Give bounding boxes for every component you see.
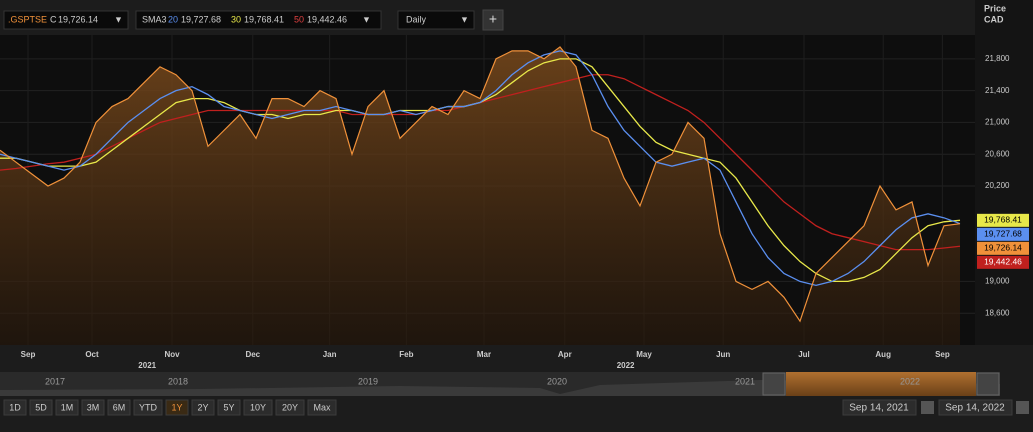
last-value-label: 19,727.68 [984,229,1022,239]
navigator-year: 2019 [358,376,378,386]
range-button[interactable] [29,399,53,416]
close-prefix: C [50,14,57,24]
x-tick-label: Sep [935,350,950,359]
last-value-badge [977,213,1029,227]
range-label: 1D [9,402,21,412]
y-tick-label: 21,000 [985,118,1010,127]
series-line [0,46,961,323]
year-label: 2022 [617,361,635,370]
range-button[interactable] [165,399,189,416]
navigator-year: 2020 [547,376,567,386]
add-icon: + [489,11,497,27]
last-value-label: 19,768.41 [984,215,1022,225]
range-button[interactable] [191,399,215,416]
range-button[interactable] [217,399,241,416]
sma-period: 50 [294,14,304,24]
y-tick-label: 21,800 [985,54,1010,63]
range-label: 1Y [171,402,182,412]
range-button[interactable] [3,399,27,416]
interval-box[interactable] [397,10,475,30]
range-label: 6M [113,402,126,412]
x-tick-label: Dec [245,350,260,359]
symbol-box[interactable] [3,10,129,30]
dropdown[interactable]: ▼ [362,14,371,24]
sma-value: 19,727.68 [181,14,221,24]
interval: Daily [406,14,427,24]
x-tick-label: Jun [716,350,730,359]
dropdown[interactable]: ▼ [114,14,123,24]
range-label: 3M [87,402,100,412]
x-tick-label: Aug [875,350,891,359]
date-from: Sep 14, 2021 [849,403,909,414]
close-value: 19,726.14 [58,14,98,24]
x-tick-label: Oct [85,350,99,359]
range-label: 10Y [250,402,266,412]
price-axis [975,0,1033,345]
x-tick-label: Jul [798,350,810,359]
axis-title: Price [984,3,1006,13]
navigator-year: 2021 [735,376,755,386]
symbol: .GSPTSE [8,14,47,24]
range-button[interactable] [133,399,163,416]
sma-period: 30 [231,14,241,24]
date-to: Sep 14, 2022 [945,403,1005,414]
range-label: 2Y [197,402,208,412]
x-tick-label: Nov [164,350,180,359]
navigator-year: 2018 [168,376,188,386]
last-value-label: 19,442.46 [984,257,1022,267]
navigator-handle[interactable] [976,372,1000,396]
x-tick-label: Feb [399,350,413,359]
year-label: 2021 [138,361,156,370]
navigator-history [0,380,1000,396]
navigator-handle[interactable] [762,372,786,396]
last-value-label: 19,726.14 [984,243,1022,253]
date-box[interactable] [842,399,917,416]
indicator-box[interactable] [135,10,382,30]
add-button[interactable] [482,9,504,31]
y-tick-label: 19,000 [985,277,1010,286]
dropdown[interactable]: ▼ [460,14,469,24]
y-tick-label: 18,600 [985,308,1010,317]
series-line [0,50,961,287]
range-label: Max [313,402,331,412]
x-tick-label: Mar [477,350,491,359]
navigator-year: 2022 [900,376,920,386]
date-box[interactable] [938,399,1013,416]
navigator-year: 2017 [45,376,65,386]
x-tick-label: Sep [21,350,36,359]
last-value-badge [977,241,1029,255]
last-value-badge [977,227,1029,241]
y-tick-label: 20,200 [985,181,1010,190]
range-button[interactable] [107,399,131,416]
y-tick-label: 21,400 [985,86,1010,95]
range-label: YTD [139,402,158,412]
x-tick-label: May [636,350,652,359]
range-button[interactable] [81,399,105,416]
axis-title: CAD [984,14,1004,24]
y-tick-label: 20,600 [985,149,1010,158]
range-button[interactable] [243,399,273,416]
range-button[interactable] [307,399,337,416]
navigator-selection[interactable] [786,372,976,396]
indicator: SMA3 [142,14,167,24]
calendar-button[interactable] [921,401,934,414]
range-label: 5D [35,402,47,412]
sma-period: 20 [168,14,178,24]
sma-value: 19,768.41 [244,14,284,24]
x-tick-label: Apr [558,350,572,359]
sma-value: 19,442.46 [307,14,347,24]
range-button[interactable] [55,399,79,416]
calendar-button[interactable] [1016,401,1029,414]
x-tick-label: Jan [323,350,337,359]
last-value-badge [977,255,1029,269]
range-label: 20Y [282,402,298,412]
range-button[interactable] [275,399,305,416]
range-label: 5Y [223,402,234,412]
price-area [0,46,960,346]
range-label: 1M [61,402,74,412]
